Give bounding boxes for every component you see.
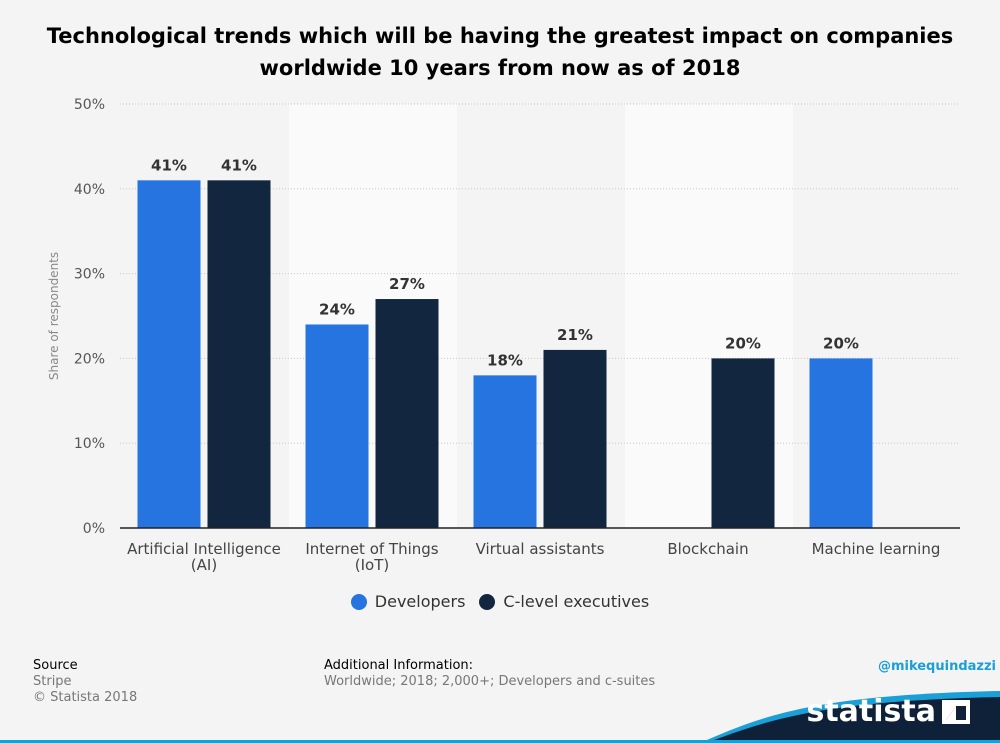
legend-item-c-level-executives[interactable]: C-level executives: [479, 592, 649, 611]
chart-title: Technological trends which will be havin…: [0, 20, 1000, 84]
source-name: Stripe: [33, 674, 72, 689]
bar-chart: 0% 10% 20% 30% 40% 50% Share of respondents 41%…: [47, 97, 960, 574]
legend: Developers C-level executives: [0, 592, 1000, 611]
statista-logo-icon: [942, 699, 970, 724]
data-label-developers-2: 18%: [487, 351, 523, 369]
bar-developers-0: [137, 180, 201, 528]
y-tick-label-0: 0%: [83, 521, 105, 537]
x-tick-label-4-0: Machine learning: [812, 540, 941, 558]
data-label-c-level-executives-2: 21%: [557, 326, 593, 344]
legend-label-developers: Developers: [374, 592, 466, 611]
bar-c-level-executives-1: [375, 299, 439, 528]
data-label-developers-0: 41%: [151, 156, 187, 174]
legend-label-c-level-executives: C-level executives: [503, 592, 650, 611]
data-label-c-level-executives-3: 20%: [725, 334, 761, 352]
chart-title-line-2: worldwide 10 years from now as of 2018: [259, 56, 741, 80]
legend-item-developers[interactable]: Developers: [350, 592, 466, 611]
chart-title-line-1: Technological trends which will be havin…: [46, 24, 954, 48]
bar-developers-1: [305, 324, 369, 528]
footer-additional-info: Additional Information: Worldwide; 2018;…: [324, 658, 655, 690]
x-tick-label-2-0: Virtual assistants: [476, 540, 605, 558]
x-tick-label-0-1: (AI): [191, 556, 217, 574]
x-tick-label-0-0: Artificial Intelligence: [127, 540, 281, 558]
source-copyright: © Statista 2018: [33, 690, 138, 705]
bar-c-level-executives-2: [543, 349, 607, 528]
y-axis-label: Share of respondents: [47, 252, 61, 380]
statista-wordmark: statista: [806, 694, 936, 729]
author-credit[interactable]: @mikequindazzi: [877, 659, 996, 674]
legend-swatch-c-level-executives: [479, 593, 496, 610]
data-label-developers-4: 20%: [823, 334, 859, 352]
source-heading: Source: [33, 658, 78, 673]
x-tick-label-3-0: Blockchain: [667, 540, 748, 558]
data-label-c-level-executives-1: 27%: [389, 275, 425, 293]
bar-developers-4: [809, 358, 873, 528]
bar-developers-2: [473, 375, 537, 528]
legend-swatch-developers: [350, 593, 367, 610]
footer-source: Source Stripe © Statista 2018: [33, 658, 137, 706]
x-tick-label-1-1: (IoT): [355, 556, 389, 574]
bar-c-level-executives-3: [711, 358, 775, 528]
brand-banner: [700, 691, 1000, 743]
bar-c-level-executives-0: [207, 180, 271, 528]
data-label-developers-1: 24%: [319, 300, 355, 318]
y-tick-label-10: 10%: [74, 436, 105, 452]
bottom-accent-line: [0, 740, 1000, 743]
additional-info-text: Worldwide; 2018; 2,000+; Developers and …: [324, 674, 656, 689]
y-tick-label-40: 40%: [74, 182, 105, 198]
additional-info-heading: Additional Information:: [324, 658, 474, 673]
data-label-c-level-executives-0: 41%: [221, 156, 257, 174]
y-tick-label-20: 20%: [74, 351, 105, 367]
y-tick-label-30: 30%: [74, 267, 105, 283]
y-tick-label-50: 50%: [74, 97, 105, 113]
x-tick-label-1-0: Internet of Things: [305, 540, 438, 558]
statista-logo[interactable]: statista: [806, 694, 970, 729]
